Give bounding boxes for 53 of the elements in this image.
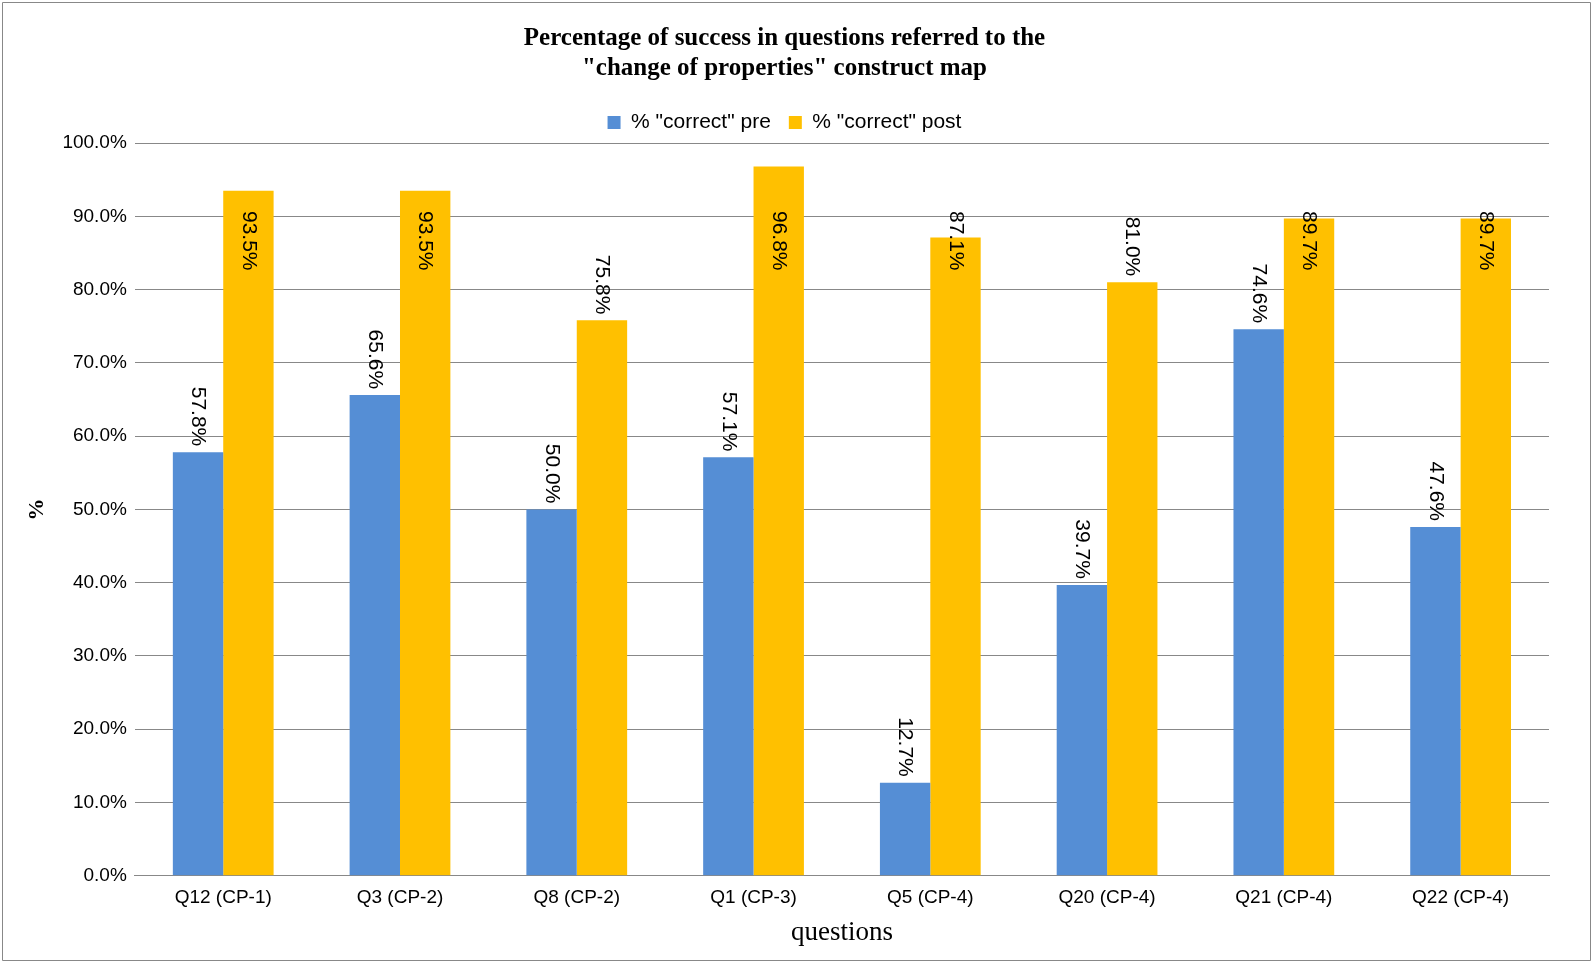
x-tick-label: Q3 (CP-2) — [356, 886, 444, 908]
data-label: 47.6% — [1425, 461, 1449, 521]
bar — [526, 509, 577, 876]
y-axis-title: % — [22, 498, 48, 521]
bar — [223, 190, 274, 876]
data-label: 81.0% — [1122, 216, 1146, 277]
y-tick-label: 100.0% — [62, 131, 127, 153]
y-tick-label: 60.0% — [72, 424, 127, 446]
x-tick-label: Q8 (CP-2) — [533, 886, 621, 908]
y-tick-label: 20.0% — [72, 717, 127, 739]
legend-label: % "correct" pre — [631, 109, 771, 133]
x-tick-label: Q20 (CP-4) — [1058, 886, 1156, 908]
data-label: 96.8% — [768, 211, 792, 271]
bar — [879, 782, 931, 876]
bar — [703, 457, 754, 876]
x-tick-label: Q12 (CP-1) — [174, 886, 272, 908]
y-tick-label: 80.0% — [72, 277, 127, 299]
y-tick-label: 30.0% — [72, 644, 127, 666]
y-tick-label: 10.0% — [72, 790, 127, 812]
bar — [576, 320, 628, 876]
y-tick-label: 0.0% — [83, 864, 127, 886]
chart-title: Percentage of success in questions referred to the "change of properties" construct map — [523, 23, 1046, 81]
data-label: 89.7% — [1476, 211, 1500, 271]
bar — [1056, 584, 1108, 876]
data-label: 75.8% — [592, 254, 616, 315]
bar — [753, 166, 804, 876]
y-tick-label: 90.0% — [72, 204, 127, 226]
bar — [1233, 329, 1284, 876]
bar — [1107, 282, 1158, 876]
data-label: 65.6% — [365, 329, 389, 390]
data-label: 93.5% — [415, 211, 439, 271]
legend-label: % "correct" post — [812, 109, 962, 133]
data-label: 89.7% — [1299, 211, 1323, 271]
y-tick-label: 40.0% — [72, 570, 127, 592]
bar — [1410, 526, 1461, 876]
bar — [349, 395, 400, 876]
data-label: 74.6% — [1248, 263, 1272, 324]
x-axis-title: questions — [790, 915, 893, 946]
x-tick-label: Q21 (CP-4) — [1235, 886, 1333, 908]
data-label: 87.1% — [945, 211, 969, 271]
y-tick-label: 50.0% — [72, 497, 127, 519]
x-tick-label: Q5 (CP-4) — [887, 886, 974, 908]
x-tick-label: Q22 (CP-4) — [1412, 886, 1510, 908]
bar — [172, 452, 224, 876]
data-label: 39.7% — [1072, 519, 1096, 579]
x-tick-label: Q1 (CP-3) — [710, 886, 797, 908]
data-label: 57.8% — [188, 386, 212, 447]
y-tick-label: 70.0% — [72, 351, 127, 373]
data-label: 93.5% — [238, 211, 262, 271]
data-label: 12.7% — [895, 717, 919, 777]
data-label: 57.1% — [718, 391, 742, 452]
bar — [400, 190, 451, 876]
data-label: 50.0% — [541, 443, 565, 504]
